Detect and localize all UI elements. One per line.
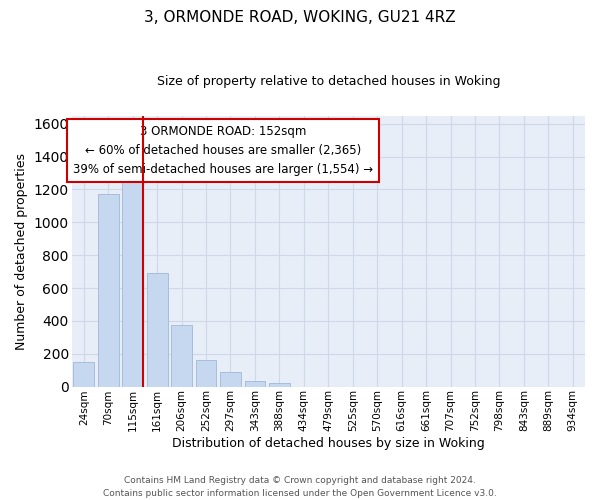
- Bar: [245, 381, 265, 386]
- Bar: [269, 384, 290, 386]
- Text: 3, ORMONDE ROAD, WOKING, GU21 4RZ: 3, ORMONDE ROAD, WOKING, GU21 4RZ: [144, 10, 456, 25]
- Bar: [171, 325, 192, 386]
- Bar: [122, 179, 143, 386]
- Bar: [220, 372, 241, 386]
- Text: 3 ORMONDE ROAD: 152sqm
← 60% of detached houses are smaller (2,365)
39% of semi-: 3 ORMONDE ROAD: 152sqm ← 60% of detached…: [73, 125, 373, 176]
- Bar: [196, 360, 217, 386]
- Text: Contains HM Land Registry data © Crown copyright and database right 2024.
Contai: Contains HM Land Registry data © Crown c…: [103, 476, 497, 498]
- Bar: [98, 194, 119, 386]
- Bar: [147, 273, 167, 386]
- Title: Size of property relative to detached houses in Woking: Size of property relative to detached ho…: [157, 75, 500, 88]
- Bar: [73, 362, 94, 386]
- Y-axis label: Number of detached properties: Number of detached properties: [15, 152, 28, 350]
- X-axis label: Distribution of detached houses by size in Woking: Distribution of detached houses by size …: [172, 437, 485, 450]
